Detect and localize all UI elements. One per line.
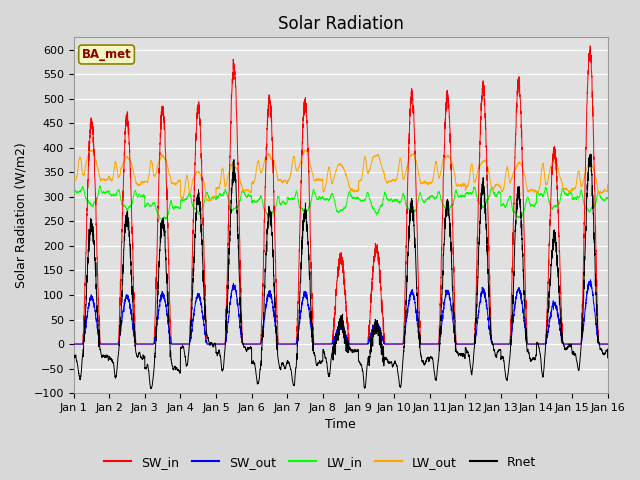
Text: BA_met: BA_met xyxy=(82,48,131,61)
X-axis label: Time: Time xyxy=(325,419,356,432)
Title: Solar Radiation: Solar Radiation xyxy=(278,15,404,33)
Legend: SW_in, SW_out, LW_in, LW_out, Rnet: SW_in, SW_out, LW_in, LW_out, Rnet xyxy=(99,451,541,474)
Y-axis label: Solar Radiation (W/m2): Solar Radiation (W/m2) xyxy=(15,143,28,288)
